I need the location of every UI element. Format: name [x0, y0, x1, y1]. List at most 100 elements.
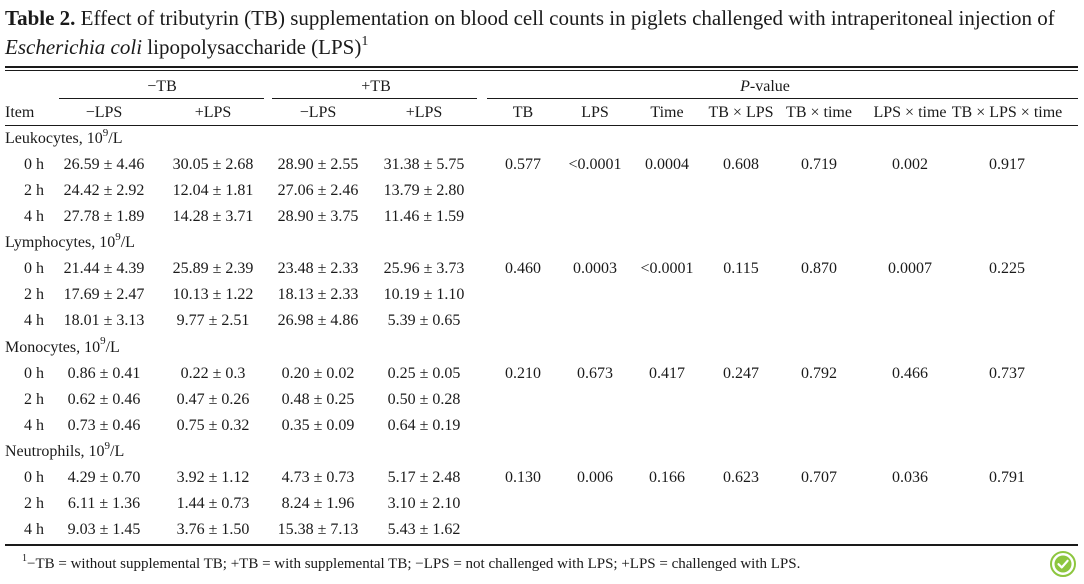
row-time: 0 h	[24, 156, 44, 173]
table-cell-value: 9.03 ± 1.45	[67, 520, 141, 538]
caption-text-end: lipopolysaccharide (LPS)	[147, 35, 362, 59]
table-cell-value: 6.11 ± 1.36	[67, 494, 141, 512]
table-cell-value: 0.35 ± 0.09	[281, 416, 355, 434]
section-unit-exponent: 9	[100, 335, 106, 348]
table-caption: Table 2. Effect of tributyrin (TB) suppl…	[5, 4, 1083, 62]
table-cell-value: 0.20 ± 0.02	[281, 364, 355, 382]
row-time: 2 h	[24, 286, 44, 304]
header-pvalue-col: TB × time	[786, 104, 852, 121]
table-cell-value: 9.77 ± 2.51	[176, 312, 250, 330]
table-cell-value: 24.42 ± 2.92	[63, 182, 145, 199]
table-cell-value: 4.73 ± 0.73	[281, 468, 355, 486]
header-spanner-line-plus-tb	[272, 98, 477, 99]
table-cell-pvalue: 0.225	[989, 260, 1025, 278]
table-cell-value: 0.64 ± 0.19	[387, 416, 461, 434]
table-bottom-rule	[5, 544, 1078, 546]
row-time: 4 h	[24, 520, 44, 538]
table-cell-value: 14.28 ± 3.71	[172, 208, 254, 225]
table-cell-value: 10.19 ± 1.10	[383, 286, 465, 304]
section-name: Monocytes, 10	[5, 338, 101, 356]
section-label: Monocytes, 109/L	[5, 335, 120, 358]
caption-species: Escherichia coli	[5, 35, 143, 59]
header-treatment-col: +LPS	[405, 104, 443, 121]
table-cell-value: 0.73 ± 0.46	[67, 416, 141, 434]
table-cell-value: 27.06 ± 2.46	[277, 182, 359, 199]
table-cell-value: 25.96 ± 3.73	[383, 260, 465, 278]
table-cell-value: 30.05 ± 2.68	[172, 156, 254, 173]
table-cell-pvalue: 0.115	[723, 260, 759, 278]
section-unit-exponent: 9	[104, 439, 111, 452]
table-cell-value: 3.92 ± 1.12	[176, 468, 250, 486]
table-cell-pvalue: <0.0001	[640, 260, 694, 278]
table-cell-pvalue: 0.0004	[645, 156, 689, 173]
header-pvalue-col: Time	[650, 104, 684, 121]
table-cell-value: 27.78 ± 1.89	[63, 208, 145, 225]
table-cell-value: 26.59 ± 4.46	[63, 156, 145, 173]
section-name: Lymphocytes, 10	[5, 234, 116, 252]
header-pvalue-italic: P	[740, 78, 750, 95]
table-cell-pvalue: 0.166	[649, 468, 685, 486]
table-label: Table 2.	[5, 6, 76, 30]
header-pvalue-col: LPS	[581, 104, 609, 121]
table-cell-value: 21.44 ± 4.39	[63, 260, 145, 278]
section-label: Leukocytes, 109/L	[5, 127, 123, 149]
row-time: 4 h	[24, 416, 44, 434]
table-cell-value: 8.24 ± 1.96	[281, 494, 355, 512]
row-time: 0 h	[24, 364, 44, 382]
table-cell-value: 13.79 ± 2.80	[383, 182, 465, 199]
header-group-plus-tb: +TB	[361, 78, 391, 95]
header-pvalue-col: TB	[512, 104, 534, 121]
row-time: 2 h	[24, 494, 44, 512]
table-cell-value: 4.29 ± 0.70	[67, 468, 141, 486]
section-unit: /L	[120, 234, 135, 252]
table-cell-pvalue: 0.792	[801, 364, 837, 382]
table-footnote: 1−TB = without supplemental TB; +TB = wi…	[22, 554, 800, 573]
header-treatment-col: −LPS	[85, 104, 123, 121]
table-cell-value: 0.86 ± 0.41	[67, 364, 141, 382]
section-unit-exponent: 9	[115, 230, 121, 243]
table-top-rule	[5, 66, 1078, 68]
table-cell-pvalue: 0.791	[989, 468, 1025, 486]
table-cell-value: 28.90 ± 3.75	[277, 208, 359, 225]
table-cell-pvalue: 0.673	[577, 364, 613, 382]
table-cell-value: 0.22 ± 0.3	[180, 364, 246, 382]
section-unit: /L	[105, 338, 120, 356]
section-label: Neutrophils, 109/L	[5, 439, 125, 462]
table-cell-pvalue: 0.870	[801, 260, 837, 278]
table-cell-value: 28.90 ± 2.55	[277, 156, 359, 173]
header-pvalue-rest: -value	[749, 78, 790, 95]
section-unit: /L	[108, 130, 123, 147]
table-cell-pvalue: 0.623	[723, 468, 759, 486]
header-spanner-line-pvalue	[487, 98, 1078, 99]
table-cell-pvalue: 0.707	[801, 468, 837, 486]
header-pvalue-col: TB × LPS	[708, 104, 774, 121]
row-time: 4 h	[24, 312, 44, 330]
table-cell-value: 26.98 ± 4.86	[277, 312, 359, 330]
header-bottom-rule	[5, 125, 1078, 126]
table-cell-value: 17.69 ± 2.47	[63, 286, 145, 304]
checkmark-badge-icon[interactable]	[1050, 551, 1076, 577]
section-name: Neutrophils, 10	[5, 442, 105, 460]
table-cell-pvalue: 0.036	[892, 468, 928, 486]
section-unit: /L	[110, 442, 125, 460]
row-time: 2 h	[24, 182, 44, 199]
table-cell-pvalue: 0.719	[801, 156, 837, 173]
table-cell-value: 18.13 ± 2.33	[277, 286, 359, 304]
header-item: Item	[5, 104, 35, 121]
table-cell-value: 12.04 ± 1.81	[172, 182, 254, 199]
table-cell-value: 3.76 ± 1.50	[176, 520, 250, 538]
table-cell-value: 31.38 ± 5.75	[383, 156, 465, 173]
table-cell-value: 0.47 ± 0.26	[176, 390, 250, 408]
table-cell-pvalue: 0.608	[723, 156, 759, 173]
header-spanner-line-minus-tb	[59, 98, 264, 99]
row-time: 2 h	[24, 390, 44, 408]
section-label: Lymphocytes, 109/L	[5, 230, 135, 253]
table-cell-value: 10.13 ± 1.22	[172, 286, 254, 304]
table-cell-pvalue: 0.577	[505, 156, 541, 173]
table-cell-pvalue: 0.737	[989, 364, 1025, 382]
header-group-minus-tb: −TB	[147, 78, 177, 95]
table-cell-pvalue: 0.466	[892, 364, 928, 382]
table-cell-pvalue: <0.0001	[568, 156, 622, 173]
table-cell-value: 0.50 ± 0.28	[387, 390, 461, 408]
table-cell-pvalue: 0.917	[989, 156, 1025, 173]
